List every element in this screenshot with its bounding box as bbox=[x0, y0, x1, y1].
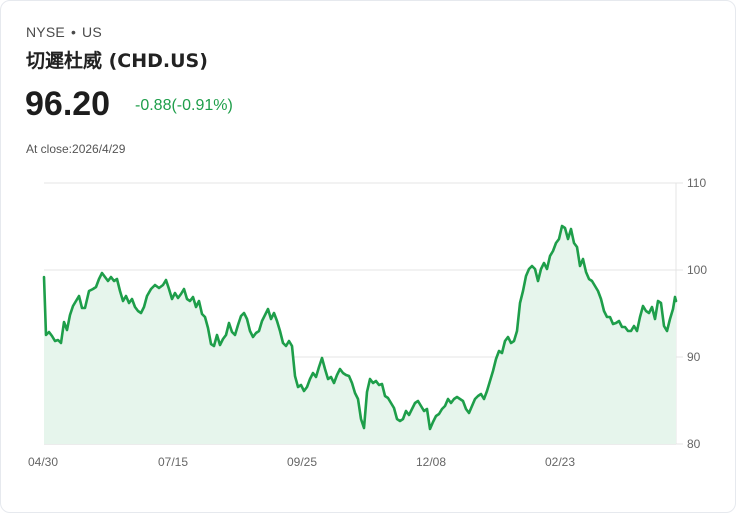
price-line bbox=[42, 224, 678, 431]
x-tick-0223: 02/23 bbox=[545, 455, 575, 469]
current-price: 96.20 bbox=[25, 85, 111, 123]
y-tick-100: 100 bbox=[687, 263, 707, 277]
price-change: -0.88(-0.91%) bbox=[135, 97, 233, 114]
y-tick-80: 80 bbox=[687, 437, 701, 451]
x-tick-0925: 09/25 bbox=[287, 455, 317, 469]
x-tick-1208: 12/08 bbox=[416, 455, 446, 469]
x-tick-0715: 07/15 bbox=[158, 455, 188, 469]
y-tick-110: 110 bbox=[687, 176, 706, 190]
y-axis-labels: 110 100 90 80 bbox=[687, 176, 707, 451]
exchange-line: NYSE • US bbox=[26, 24, 102, 40]
price-area-fill bbox=[44, 226, 676, 444]
region-label: US bbox=[82, 24, 102, 40]
x-axis-labels: 04/30 07/15 09/25 12/08 02/23 bbox=[28, 455, 575, 469]
x-tick-0430: 04/30 bbox=[28, 455, 58, 469]
exchange-label: NYSE bbox=[26, 24, 65, 40]
stock-name: 切遲杜威 (CHD.US) bbox=[26, 50, 208, 72]
y-tick-90: 90 bbox=[687, 350, 701, 364]
as-of-timestamp: At close:2026/4/29 bbox=[26, 142, 126, 156]
separator-dot: • bbox=[70, 24, 77, 40]
